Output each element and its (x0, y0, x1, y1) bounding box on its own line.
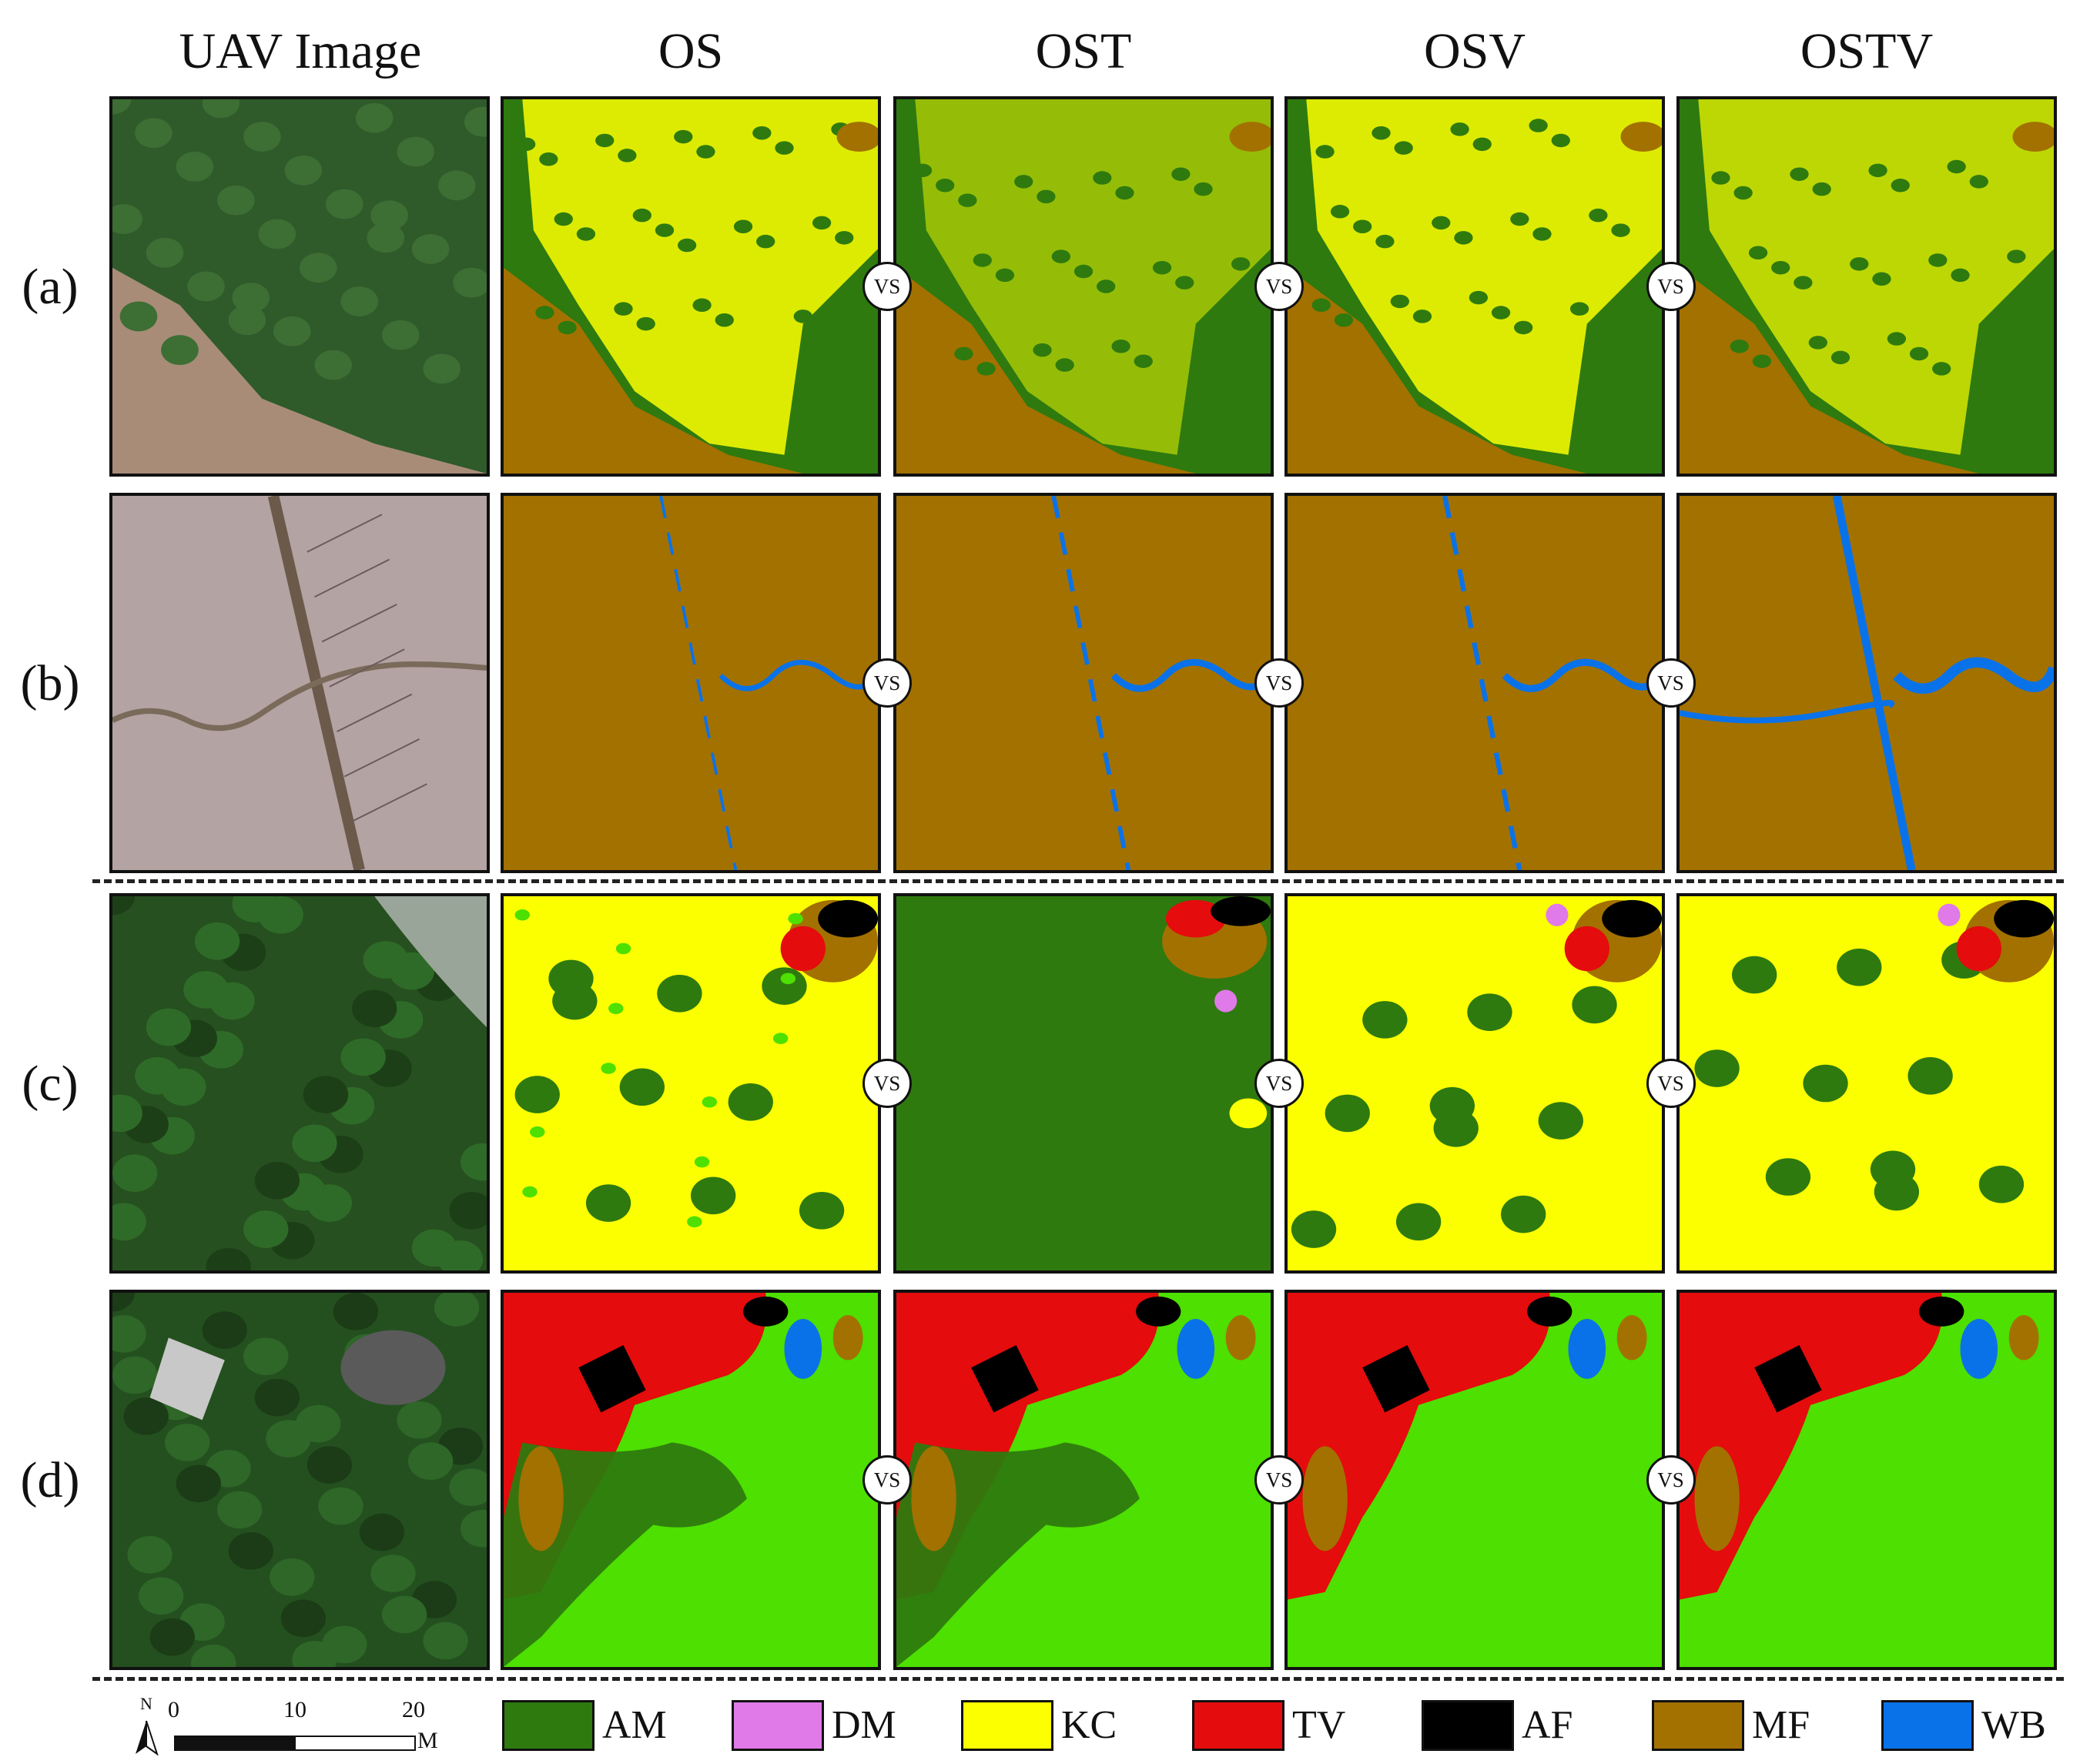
legend-label-tv: TV (1292, 1703, 1346, 1747)
panel-c-osv (1284, 893, 1665, 1274)
panel-b-uav (109, 493, 490, 873)
vs-badge-d-2: VS (1254, 1455, 1304, 1505)
scale-tick-0: 0 (168, 1697, 179, 1722)
legend-label-am: AM (602, 1703, 667, 1747)
panel-a-osv (1284, 96, 1665, 477)
legend-swatch-tv (1192, 1700, 1284, 1751)
scale-bar: N 0 10 20 M (116, 1694, 447, 1756)
column-header-os: OS (658, 23, 724, 79)
separator-line-2 (92, 1677, 2064, 1681)
vs-badge-d-3: VS (1646, 1455, 1696, 1505)
scale-bar-white (294, 1736, 416, 1751)
legend-swatch-wb (1881, 1700, 1974, 1751)
vs-badge-b-2: VS (1254, 658, 1304, 708)
vs-badge-a-2: VS (1254, 262, 1304, 311)
panel-c-ostv (1676, 893, 2057, 1274)
vs-badge-a-3: VS (1646, 262, 1696, 311)
panel-d-os (501, 1290, 881, 1670)
row-label-c: (c) (22, 1056, 79, 1112)
scale-tick-20: 20 (402, 1697, 425, 1722)
vs-badge-b-3: VS (1646, 658, 1696, 708)
legend-label-mf: MF (1752, 1703, 1810, 1747)
north-label: N (140, 1694, 152, 1713)
column-header-ostv: OSTV (1800, 23, 1934, 79)
separator-line-1 (92, 879, 2064, 883)
panel-b-os (501, 493, 881, 873)
column-header-uav: UAV Image (179, 23, 422, 79)
panel-d-osv (1284, 1290, 1665, 1670)
scale-bar-black (174, 1736, 297, 1751)
panel-b-ost (893, 493, 1274, 873)
panel-d-ost (893, 1290, 1274, 1670)
legend-swatch-af (1422, 1700, 1514, 1751)
panel-c-os (501, 893, 881, 1274)
scale-tick-10: 10 (283, 1697, 306, 1722)
column-header-ost: OST (1035, 23, 1132, 79)
vs-badge-c-1: VS (862, 1059, 912, 1108)
column-header-osv: OSV (1423, 23, 1526, 79)
panel-c-ost (893, 893, 1274, 1274)
panel-a-ost (893, 96, 1274, 477)
vs-badge-a-1: VS (862, 262, 912, 311)
legend-label-af: AF (1522, 1703, 1573, 1747)
row-label-d: (d) (20, 1452, 80, 1508)
north-arrow-icon (136, 1720, 159, 1756)
legend-label-wb: WB (1981, 1703, 2046, 1747)
vs-badge-d-1: VS (862, 1455, 912, 1505)
legend-swatch-kc (961, 1700, 1053, 1751)
panel-d-ostv (1676, 1290, 2057, 1670)
legend-swatch-dm (732, 1700, 824, 1751)
legend-label-dm: DM (832, 1703, 896, 1747)
panel-a-uav (109, 96, 490, 477)
panel-b-ostv (1676, 493, 2057, 873)
panel-d-uav (109, 1290, 490, 1670)
panel-a-os (501, 96, 881, 477)
legend-swatch-mf (1652, 1700, 1744, 1751)
legend-label-kc: KC (1061, 1703, 1117, 1747)
vs-badge-c-3: VS (1646, 1059, 1696, 1108)
legend-swatch-am (502, 1700, 595, 1751)
row-label-b: (b) (20, 655, 80, 711)
vs-badge-b-1: VS (862, 658, 912, 708)
scale-unit: M (417, 1728, 438, 1753)
panel-c-uav (109, 893, 490, 1274)
panel-b-osv (1284, 493, 1665, 873)
panel-a-ostv (1676, 96, 2057, 477)
row-label-a: (a) (22, 259, 79, 315)
vs-badge-c-2: VS (1254, 1059, 1304, 1108)
